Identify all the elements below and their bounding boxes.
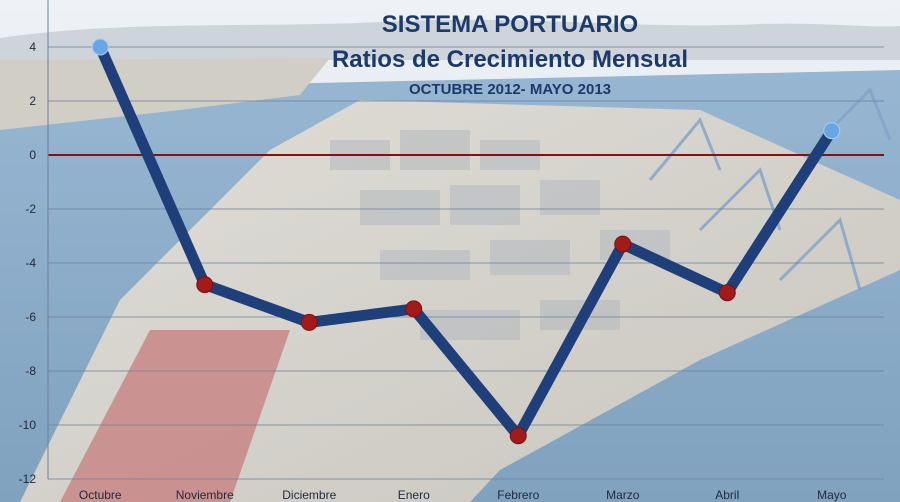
x-tick-label: Febrero — [497, 488, 539, 502]
y-tick-label: 2 — [29, 94, 36, 108]
y-tick-label: -6 — [25, 310, 36, 324]
data-point — [509, 427, 527, 445]
x-tick-label: Noviembre — [176, 488, 234, 502]
chart-period: OCTUBRE 2012- MAYO 2013 — [409, 81, 611, 98]
x-tick-label: Enero — [398, 488, 430, 502]
data-point — [91, 38, 109, 56]
x-tick-label: Marzo — [606, 488, 640, 502]
data-point — [196, 276, 214, 294]
y-axis-ticks: 4 2 0 -2 -4 -6 -8 -10 -12 — [19, 40, 37, 486]
chart-subtitle: Ratios de Crecimiento Mensual — [332, 46, 688, 73]
x-axis-labels: Octubre Noviembre Diciembre Enero Febrero Mar… — [79, 488, 847, 502]
x-tick-label: Mayo — [817, 488, 847, 502]
data-point — [300, 313, 318, 331]
y-tick-label: -2 — [25, 202, 36, 216]
data-point — [614, 235, 632, 253]
y-tick-label: -4 — [25, 256, 36, 270]
chart-title: SISTEMA PORTUARIO — [382, 11, 638, 38]
x-tick-label: Diciembre — [282, 488, 336, 502]
data-point — [718, 284, 736, 302]
data-point — [405, 300, 423, 318]
data-point — [823, 122, 841, 140]
y-tick-label: -8 — [25, 364, 36, 378]
series-line — [94, 41, 838, 442]
y-tick-label: -10 — [19, 418, 37, 432]
series-line-path — [94, 41, 838, 442]
y-tick-label: 4 — [29, 40, 36, 54]
x-tick-label: Abril — [715, 488, 739, 502]
x-tick-label: Octubre — [79, 488, 122, 502]
series-markers — [91, 38, 841, 445]
y-tick-label: 0 — [29, 148, 36, 162]
y-tick-label: -12 — [19, 472, 37, 486]
